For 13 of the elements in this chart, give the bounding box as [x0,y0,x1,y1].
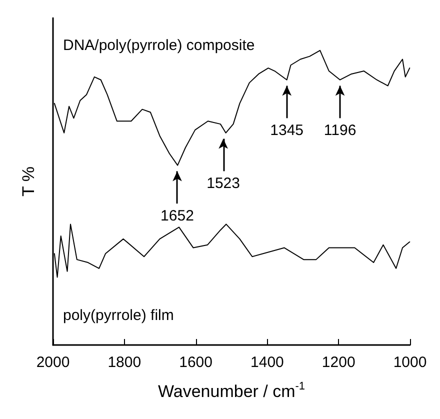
x-tick-label: 1000 [393,354,427,371]
x-tick-label: 2000 [36,354,70,371]
annotation: 1523 [206,175,240,192]
series-label: DNA/poly(pyrrole) composite [63,37,255,54]
annotation: 1652 [160,208,194,225]
annotation: 1196 [324,122,356,140]
x-tick-label: 1200 [322,354,356,371]
x-tick-label: 1800 [108,354,142,371]
annotation: 1345 [270,122,304,140]
x-tick-label: 1600 [179,354,212,371]
text: poly(pyrrole) film [63,307,174,324]
x-tick-label: 1400 [250,354,284,371]
y-axis-title: T % [19,166,38,196]
